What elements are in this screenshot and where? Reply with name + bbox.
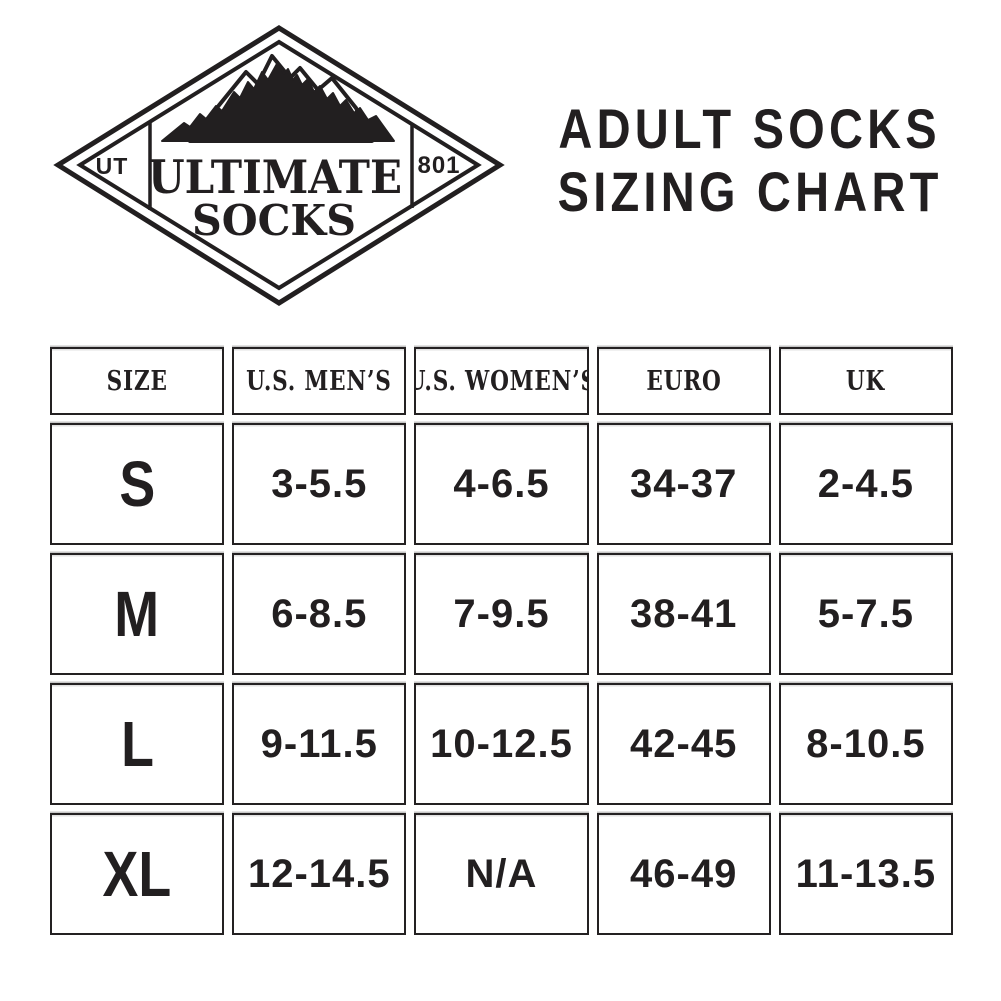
value-m-us-mens: 6-8.5 [271, 591, 368, 636]
brand-logo-svg: UT 801 ULTIMATE SOCKS [53, 25, 505, 306]
page-title-line-1: ADULT SOCKS [503, 97, 997, 160]
value-cell-s-euro: 34-37 [596, 423, 771, 545]
size-label-l: L [120, 708, 154, 780]
value-cell-l-euro: 42-45 [596, 683, 771, 805]
logo-area-label: 801 [417, 152, 460, 179]
value-xl-uk: 11-13.5 [795, 851, 937, 896]
value-m-uk: 5-7.5 [817, 591, 914, 636]
page-title-line-2: SIZING CHART [503, 160, 997, 223]
value-s-euro: 34-37 [630, 461, 738, 506]
value-cell-m-euro: 38-41 [596, 553, 771, 675]
logo-name-line-2: SOCKS [192, 196, 356, 245]
value-xl-us-mens: 12-14.5 [247, 851, 391, 896]
header-label-euro: EURO [646, 365, 722, 397]
size-label-xl: XL [102, 838, 172, 910]
logo-inner-diamond-border [76, 39, 482, 291]
logo-state-label: UT [96, 153, 129, 179]
value-s-us-mens: 3-5.5 [271, 461, 368, 506]
header-label-us-womens: U.S. WOMEN’S [414, 365, 589, 397]
value-s-uk: 2-4.5 [817, 461, 914, 506]
size-label-m: M [114, 578, 160, 650]
value-cell-xl-us-mens: 12-14.5 [232, 813, 407, 935]
header-cell-size: SIZE [50, 347, 225, 415]
size-cell-s: S [50, 423, 225, 545]
value-s-us-womens: 4-6.5 [453, 461, 550, 506]
value-m-us-womens: 7-9.5 [453, 591, 550, 636]
header-cell-us-womens: U.S. WOMEN’S [414, 347, 589, 415]
value-m-euro: 38-41 [630, 591, 738, 636]
header-label-uk: UK [846, 365, 886, 397]
value-l-us-womens: 10-12.5 [430, 721, 573, 766]
brand-logo: UT 801 ULTIMATE SOCKS [50, 20, 505, 310]
value-cell-xl-euro: 46-49 [596, 813, 771, 935]
value-cell-s-us-mens: 3-5.5 [232, 423, 407, 545]
logo-outer-diamond-border [53, 25, 505, 306]
value-cell-s-us-womens: 4-6.5 [414, 423, 589, 545]
size-label-s: S [119, 448, 156, 520]
header-label-us-mens: U.S. MEN’S [246, 365, 393, 397]
size-cell-m: M [50, 553, 225, 675]
value-cell-m-us-mens: 6-8.5 [232, 553, 407, 675]
value-cell-s-uk: 2-4.5 [778, 423, 953, 545]
mountain-icon [161, 61, 395, 142]
value-xl-us-womens: N/A [465, 851, 538, 896]
page-title: ADULT SOCKS SIZING CHART [503, 97, 997, 223]
value-xl-euro: 46-49 [630, 851, 738, 896]
value-cell-l-us-mens: 9-11.5 [232, 683, 407, 805]
size-cell-l: L [50, 683, 225, 805]
value-cell-l-uk: 8-10.5 [778, 683, 953, 805]
page-title-text-1: ADULT SOCKS [558, 97, 942, 160]
value-cell-xl-uk: 11-13.5 [778, 813, 953, 935]
value-cell-l-us-womens: 10-12.5 [414, 683, 589, 805]
value-l-us-mens: 9-11.5 [260, 721, 378, 766]
header-cell-us-mens: U.S. MEN’S [232, 347, 407, 415]
size-cell-xl: XL [50, 813, 225, 935]
header-cell-euro: EURO [596, 347, 771, 415]
page-title-text-2: SIZING CHART [557, 160, 943, 223]
value-cell-m-uk: 5-7.5 [778, 553, 953, 675]
logo-name-line-1: ULTIMATE [148, 150, 402, 204]
value-cell-xl-us-womens: N/A [414, 813, 589, 935]
value-cell-m-us-womens: 7-9.5 [414, 553, 589, 675]
sizing-table: SIZE U.S. MEN’S U.S. WOMEN’S EURO UK S 3… [50, 347, 953, 935]
value-l-euro: 42-45 [630, 721, 738, 766]
value-l-uk: 8-10.5 [806, 721, 926, 766]
header-cell-uk: UK [778, 347, 953, 415]
header-label-size: SIZE [106, 365, 168, 397]
